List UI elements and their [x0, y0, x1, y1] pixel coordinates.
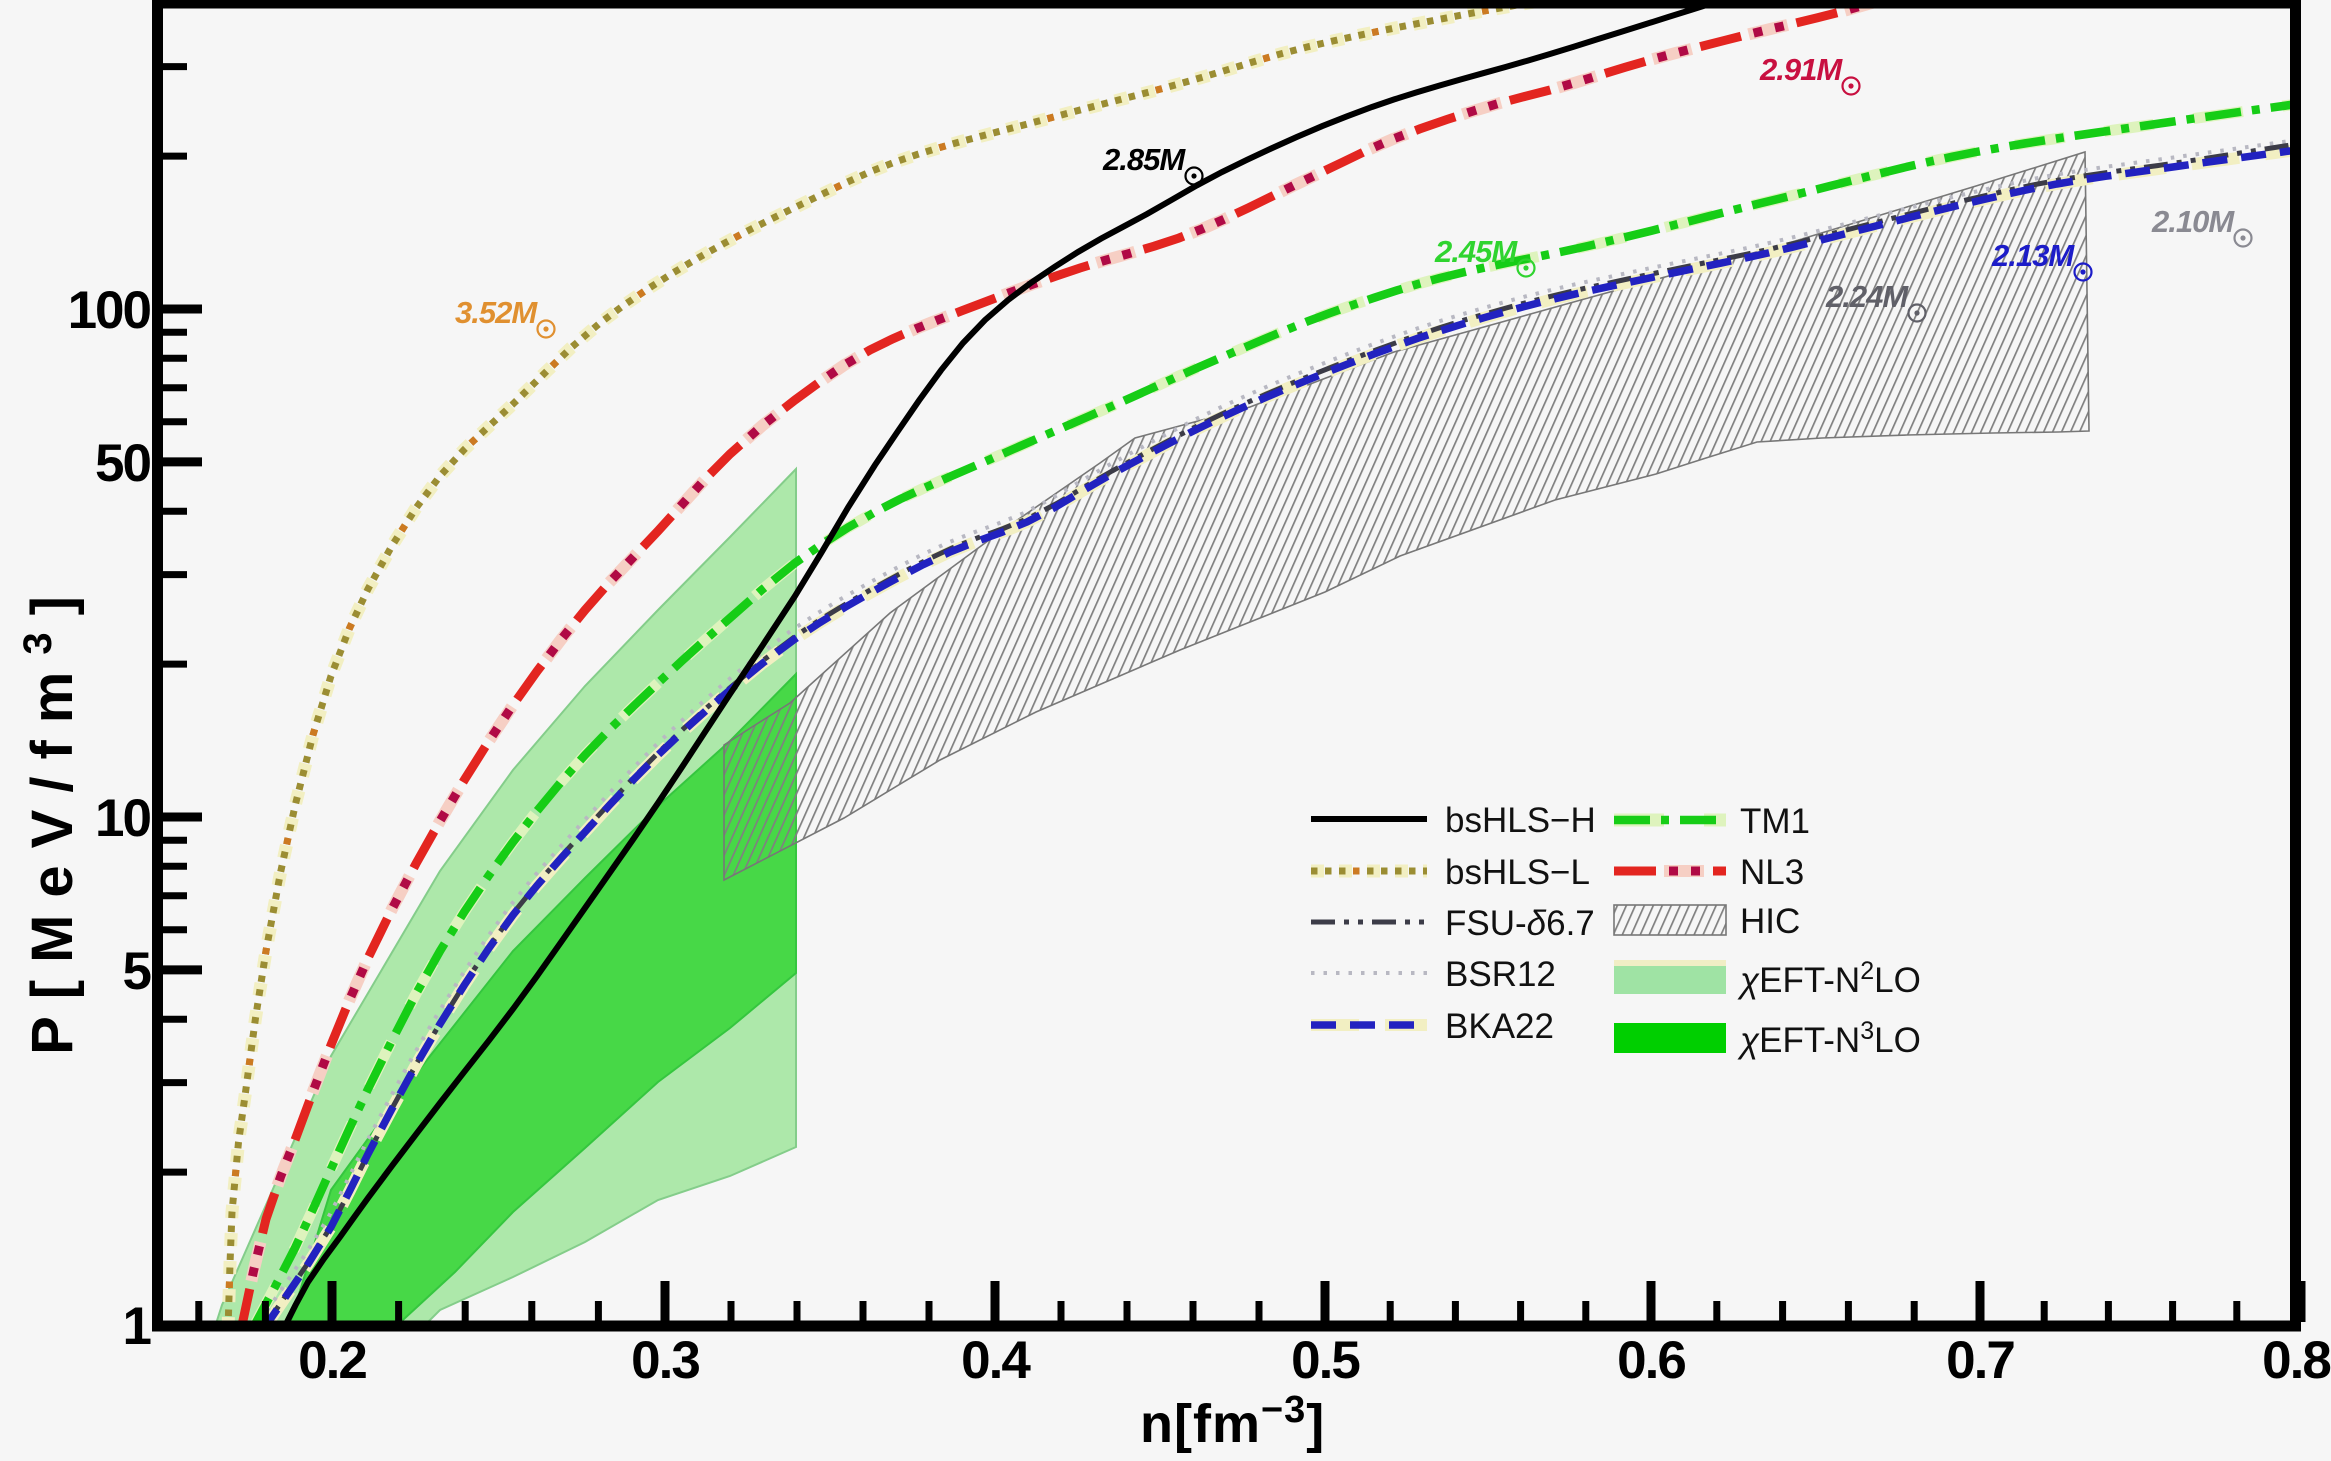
svg-text:BSR12: BSR12 — [1445, 955, 1556, 994]
svg-text:χEFT-N3LO: χEFT-N3LO — [1737, 1017, 1921, 1060]
svg-text:P[MeV/fm3]: P[MeV/fm3] — [16, 579, 85, 1055]
svg-text:bsHLS−H: bsHLS−H — [1445, 801, 1596, 840]
svg-text:χEFT-N2LO: χEFT-N2LO — [1737, 957, 1921, 1000]
svg-text:0.2: 0.2 — [298, 1331, 366, 1390]
svg-text:2.85M: 2.85M — [1102, 142, 1186, 177]
svg-text:bsHLS−L: bsHLS−L — [1445, 853, 1590, 892]
svg-text:0.6: 0.6 — [1617, 1331, 1685, 1390]
svg-text:0.7: 0.7 — [1946, 1331, 2014, 1390]
svg-text:0.3: 0.3 — [631, 1331, 699, 1390]
svg-text:2.91M: 2.91M — [1759, 52, 1843, 87]
svg-text:2.45M: 2.45M — [1434, 234, 1518, 269]
svg-text:BKA22: BKA22 — [1445, 1007, 1554, 1046]
svg-text:0.8: 0.8 — [2262, 1331, 2330, 1390]
svg-text:2.10M: 2.10M — [2151, 204, 2235, 239]
svg-text:NL3: NL3 — [1740, 853, 1804, 892]
svg-text:2.13M: 2.13M — [1991, 238, 2075, 273]
svg-text:10: 10 — [95, 789, 150, 848]
svg-text:3.52M: 3.52M — [455, 295, 538, 330]
svg-text:5: 5 — [123, 942, 151, 1001]
svg-text:100: 100 — [68, 281, 151, 340]
svg-text:0.4: 0.4 — [961, 1331, 1031, 1390]
svg-text:TM1: TM1 — [1740, 802, 1810, 841]
svg-text:HIC: HIC — [1740, 902, 1800, 941]
svg-text:2.24M: 2.24M — [1825, 279, 1909, 314]
svg-text:1: 1 — [123, 1297, 151, 1356]
svg-text:FSU-δ6.7: FSU-δ6.7 — [1445, 904, 1595, 943]
svg-text:0.5: 0.5 — [1291, 1331, 1359, 1390]
svg-text:50: 50 — [95, 434, 150, 493]
